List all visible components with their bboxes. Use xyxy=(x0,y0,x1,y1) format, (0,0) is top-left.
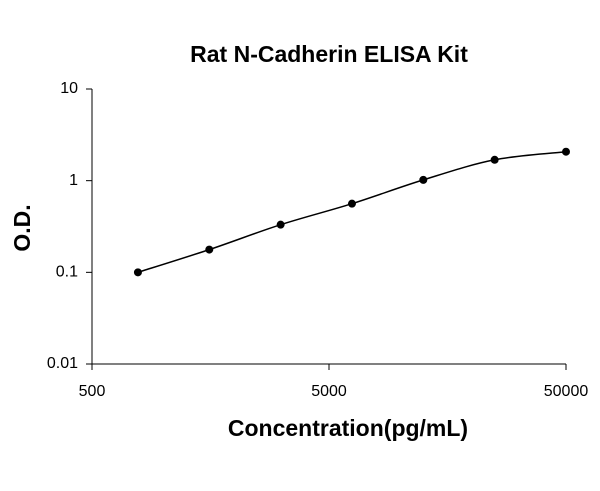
data-point xyxy=(133,268,142,277)
y-tick-label: 10 xyxy=(60,80,78,97)
data-point xyxy=(205,245,214,254)
y-tick-label: 1 xyxy=(69,172,78,189)
y-axis-label: O.D. xyxy=(9,204,35,251)
data-point xyxy=(490,155,499,164)
x-tick-label: 50000 xyxy=(544,383,589,400)
data-point xyxy=(276,220,285,229)
y-tick-label: 0.1 xyxy=(56,264,78,281)
y-tick-label: 0.01 xyxy=(47,355,78,372)
x-tick-label: 500 xyxy=(79,383,106,400)
data-point xyxy=(347,199,356,208)
chart-title: Rat N-Cadherin ELISA Kit xyxy=(190,41,468,67)
x-axis-label: Concentration(pg/mL) xyxy=(228,415,468,441)
data-point xyxy=(562,147,570,156)
data-point xyxy=(419,175,428,184)
x-tick-label: 5000 xyxy=(311,383,347,400)
